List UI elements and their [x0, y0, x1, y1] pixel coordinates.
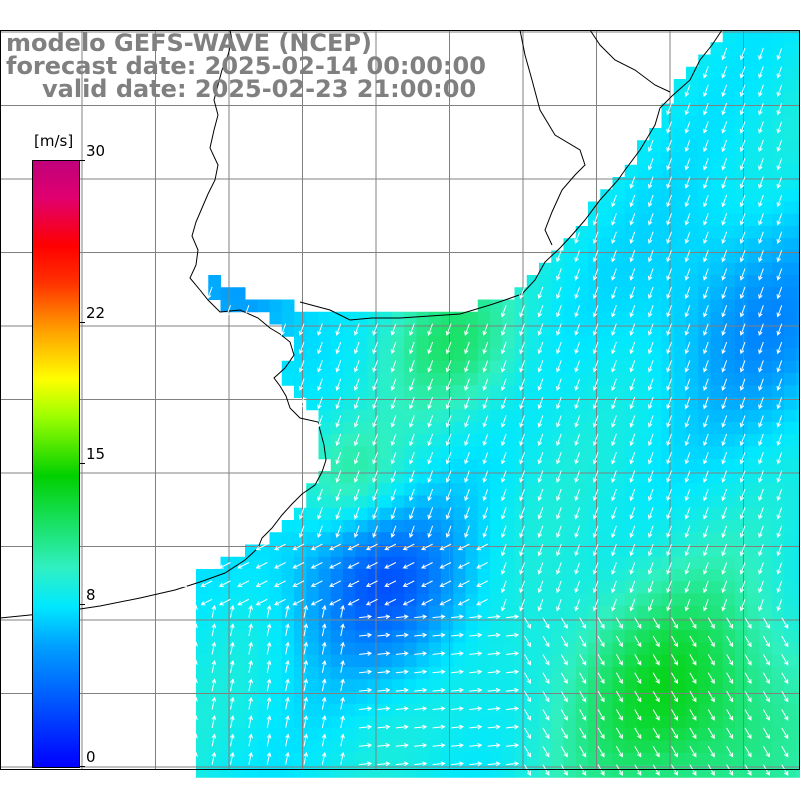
colorbar-unit: [m/s] [34, 132, 74, 150]
border-line-2 [589, 29, 671, 93]
colorbar-tick-mark [79, 604, 85, 606]
title-model: modelo GEFS-WAVE (NCEP) [6, 29, 372, 57]
colorbar-tick-label: 22 [86, 303, 106, 322]
colorbar-tick-label: 30 [86, 142, 106, 160]
colorbar-tick-label: 8 [86, 586, 96, 605]
colorbar-tick-mark [79, 463, 85, 464]
border-line [519, 29, 586, 246]
title-forecast-date: forecast date: 2025-02-14 00:00:00 [6, 52, 486, 80]
wind-speed-field [196, 30, 800, 778]
colorbar-tick-label: 0 [86, 748, 96, 766]
wind-arrows [182, 47, 789, 776]
title-valid-date: valid date: 2025-02-23 21:00:00 [42, 75, 477, 103]
colorbar [32, 160, 80, 768]
colorbar-tick-mark [79, 766, 85, 767]
colorbar-tick-mark [79, 160, 85, 161]
coastline [0, 29, 327, 619]
coastline-south [299, 29, 723, 321]
colorbar-tick-mark [79, 321, 85, 323]
colorbar-tick-label: 15 [86, 445, 106, 463]
